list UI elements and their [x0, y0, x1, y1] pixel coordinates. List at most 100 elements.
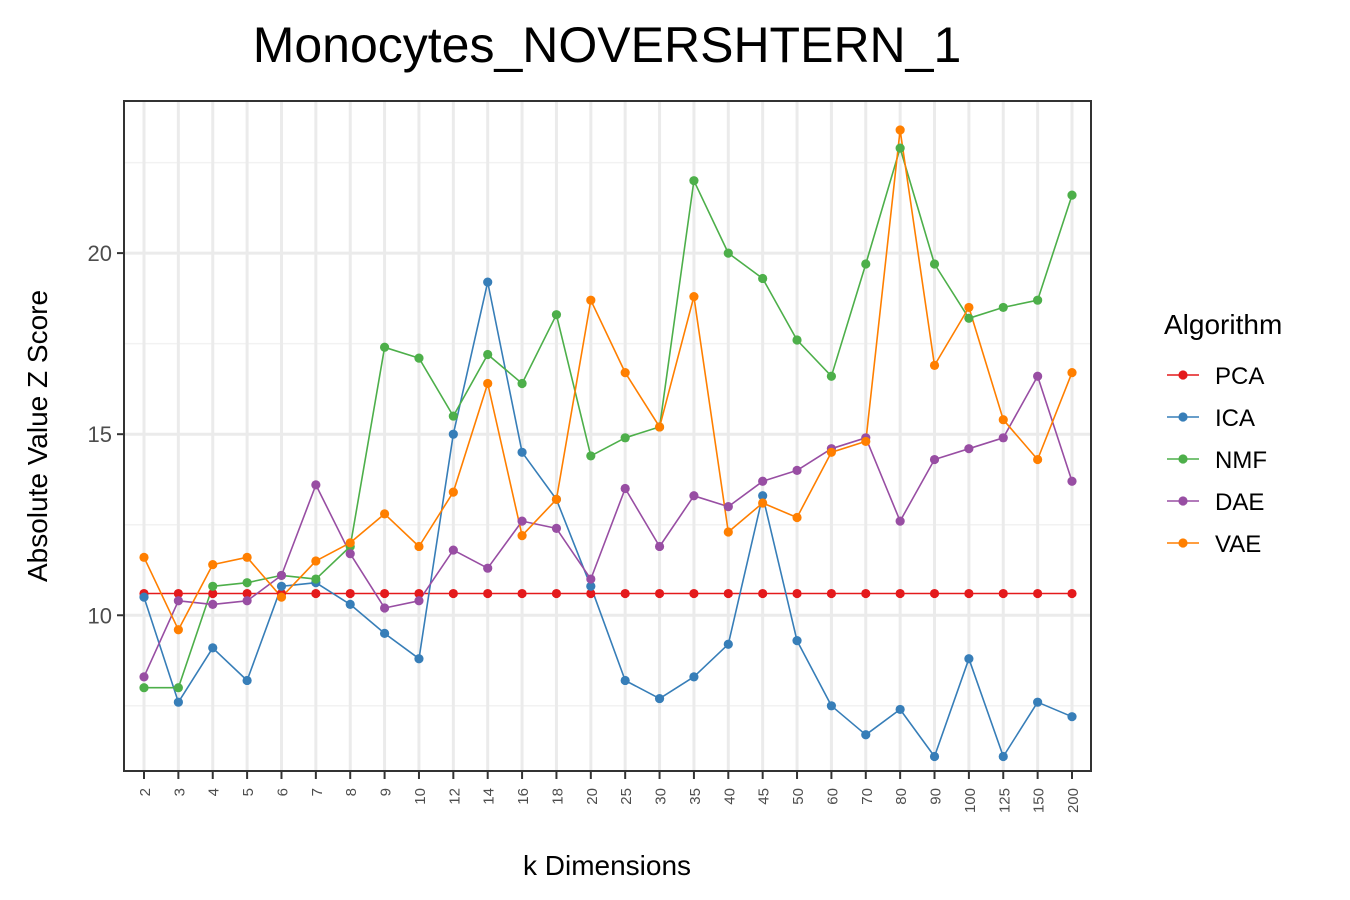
data-point-pca — [242, 588, 252, 599]
data-point-nmf — [517, 378, 527, 389]
data-point-ica — [792, 636, 802, 646]
data-point-ica — [895, 704, 905, 715]
data-point-ica — [448, 429, 458, 439]
data-point-pca — [929, 588, 940, 599]
data-point-nmf — [1033, 295, 1043, 305]
data-point-ica — [517, 447, 527, 457]
legend-title: Algorithm — [1164, 309, 1282, 340]
data-point-dae — [792, 465, 802, 476]
data-point-nmf — [483, 349, 493, 360]
data-point-pca — [1067, 588, 1077, 599]
data-point-nmf — [1067, 190, 1077, 200]
data-point-pca — [586, 588, 596, 599]
data-point-nmf — [929, 259, 940, 269]
data-point-vae — [517, 530, 527, 541]
x-tick-label: 150 — [1031, 788, 1048, 813]
legend-key-point-nmf — [1178, 454, 1188, 464]
data-point-pca — [1033, 588, 1043, 599]
series-line-nmf — [144, 147, 1073, 689]
legend-key-point-ica — [1178, 412, 1188, 422]
data-point-vae — [586, 295, 596, 305]
data-point-dae — [964, 444, 974, 454]
data-point-pca — [345, 588, 355, 599]
data-point-dae — [586, 574, 596, 584]
data-point-pca — [964, 588, 974, 599]
data-point-vae — [689, 291, 699, 302]
data-point-ica — [861, 730, 871, 740]
grid-minor — [124, 161, 1091, 707]
data-point-ica — [1067, 712, 1077, 722]
legend-label-nmf: NMF — [1215, 447, 1267, 474]
data-point-nmf — [448, 411, 458, 421]
data-point-pca — [689, 588, 699, 599]
data-point-nmf — [311, 574, 321, 584]
data-point-pca — [551, 588, 562, 599]
data-point-vae — [654, 422, 665, 432]
x-tick-label: 16 — [515, 788, 532, 805]
data-point-nmf — [758, 273, 768, 284]
x-tick-label: 4 — [206, 788, 223, 796]
x-tick-label: 5 — [240, 788, 257, 796]
data-point-dae — [620, 483, 630, 494]
data-point-dae — [139, 672, 149, 682]
data-point-ica — [964, 654, 974, 664]
x-tick-label: 60 — [824, 788, 841, 805]
x-tick-label: 200 — [1065, 788, 1082, 813]
legend-label-pca: PCA — [1215, 363, 1264, 390]
data-point-pca — [826, 588, 837, 599]
data-point-vae — [345, 538, 355, 548]
data-point-pca — [792, 588, 802, 599]
data-point-dae — [998, 433, 1008, 443]
data-point-dae — [448, 545, 458, 555]
data-point-dae — [311, 480, 321, 490]
data-point-dae — [551, 523, 562, 533]
data-point-nmf — [964, 313, 974, 323]
data-point-dae — [758, 476, 768, 486]
series-points — [139, 125, 1077, 762]
x-tick-label: 6 — [274, 788, 291, 796]
data-point-dae — [689, 491, 699, 501]
legend-label-ica: ICA — [1215, 405, 1255, 432]
data-point-vae — [895, 125, 905, 135]
data-point-nmf — [379, 342, 390, 352]
data-point-vae — [483, 378, 493, 389]
data-point-pca — [723, 588, 733, 599]
data-point-ica — [929, 751, 940, 762]
x-tick-label: 8 — [343, 788, 360, 796]
data-point-ica — [139, 592, 149, 602]
data-point-dae — [379, 603, 390, 613]
data-point-dae — [895, 516, 905, 526]
series-line-vae — [143, 129, 1073, 631]
data-point-nmf — [173, 683, 183, 693]
data-point-dae — [517, 516, 527, 526]
data-point-nmf — [586, 451, 596, 461]
data-point-pca — [861, 588, 871, 599]
data-point-vae — [792, 512, 802, 523]
data-point-nmf — [723, 248, 733, 258]
series-lines — [143, 129, 1073, 758]
data-point-pca — [620, 588, 630, 599]
x-tick-label: 25 — [618, 788, 635, 805]
data-point-vae — [620, 368, 630, 378]
x-tick-label: 70 — [859, 788, 876, 805]
data-point-ica — [758, 491, 768, 501]
data-point-dae — [242, 596, 252, 606]
data-point-vae — [379, 509, 390, 519]
data-point-nmf — [208, 581, 218, 591]
data-point-dae — [414, 596, 424, 606]
data-point-dae — [276, 570, 287, 581]
data-point-nmf — [998, 302, 1008, 313]
series-line-ica — [143, 281, 1073, 758]
data-point-ica — [379, 628, 390, 638]
data-point-pca — [895, 588, 905, 599]
legend-items: PCA ICA NMF DAE VAE — [1167, 363, 1267, 558]
data-point-dae — [1067, 476, 1077, 486]
data-point-vae — [242, 552, 252, 562]
x-tick-label: 10 — [412, 788, 429, 805]
y-tick-label: 15 — [88, 422, 112, 447]
data-point-pca — [173, 588, 183, 599]
x-tick-label: 7 — [309, 788, 326, 796]
data-point-vae — [276, 592, 287, 602]
legend: Algorithm PCA ICA NMF DAE VAE — [1164, 309, 1282, 558]
